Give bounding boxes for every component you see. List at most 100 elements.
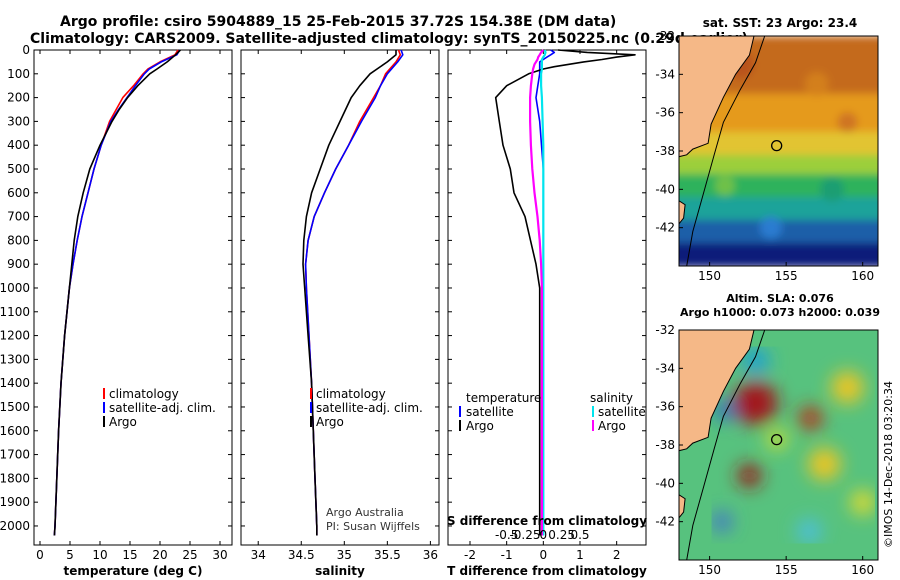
s-tick-label: 0.25: [548, 528, 575, 542]
legend-label: Argo: [109, 415, 137, 429]
shelf-contour: [686, 36, 766, 266]
series-argo: [53, 49, 181, 536]
sst-map: -32 -34 -36 -38 -40 -42 150 155 160: [655, 29, 879, 283]
sla-eddy: [766, 429, 787, 450]
sla-eddy: [831, 371, 864, 404]
x-tick-label: 0: [36, 548, 44, 562]
shelf-contour: [686, 330, 766, 560]
sla-map-title-2: Argo h1000: 0.073 h2000: 0.039: [680, 306, 880, 319]
y-tick-label: 1400: [0, 376, 30, 390]
lat-tick-label: -42: [655, 221, 675, 235]
s-axis-label: S difference from climatology: [447, 514, 647, 528]
series-argo: [302, 50, 397, 536]
y-tick-label: 1700: [0, 448, 30, 462]
x-tick-label: 20: [152, 548, 167, 562]
x-axis-label: temperature (deg C): [64, 564, 203, 578]
x-tick-label: 25: [182, 548, 197, 562]
y-tick-label: 600: [7, 186, 30, 200]
x-tick-label: 1: [576, 548, 584, 562]
x-tick-label: 35: [337, 548, 352, 562]
sla-eddy: [741, 346, 770, 375]
y-tick-label: 1300: [0, 352, 30, 366]
sla-eddy: [797, 519, 822, 544]
sst-map-title: sat. SST: 23 Argo: 23.4: [703, 16, 857, 30]
land-mainland: [679, 36, 755, 158]
legend-label: satellite-adj. clim.: [316, 401, 423, 415]
y-tick-label: 700: [7, 210, 30, 224]
land-mainland: [679, 330, 755, 452]
y-tick-label: 200: [7, 91, 30, 105]
plot-frame: [240, 49, 440, 546]
legend-s-title: salinity: [590, 391, 633, 405]
header-line1: Argo profile: csiro 5904889_15 25-Feb-20…: [60, 14, 616, 30]
y-tick-label: 1200: [0, 329, 30, 343]
temperature-panel: 0100200300400500600700800900100011001200…: [0, 43, 233, 578]
series-t-satellite: [535, 49, 556, 536]
series-t-argo: [494, 49, 636, 536]
lat-tick-label: -36: [655, 400, 675, 414]
sst-patch: [759, 216, 782, 239]
sla-eddies: [711, 346, 875, 544]
s-tick-label: 0.5: [570, 528, 589, 542]
sla-eddy: [798, 406, 823, 431]
series-s-satellite: [539, 49, 547, 536]
sst-band: [679, 243, 878, 266]
series-satellite-adj--clim-: [304, 49, 404, 536]
sla-eddy: [711, 511, 732, 532]
legend-label: satellite: [466, 405, 514, 419]
sst-band: [679, 154, 878, 175]
lat-tick-label: -40: [655, 182, 675, 196]
legend-label: Argo: [316, 415, 344, 429]
y-tick-label: 2000: [0, 519, 30, 533]
land-tasmania: [679, 494, 686, 519]
lat-tick-label: -38: [655, 438, 675, 452]
y-tick-label: 0: [22, 43, 30, 57]
sst-band: [679, 174, 878, 198]
x-tick-label: 34: [251, 548, 266, 562]
legend-label: satellite: [598, 405, 646, 419]
sst-patch: [804, 71, 829, 96]
difference-panel: -2 -1 0 1 2 T difference from climatology -0.5…: [447, 49, 647, 578]
float-marker: [771, 433, 783, 446]
y-tick-label: 500: [7, 162, 30, 176]
imos-stamp: ©IMOS 14-Dec-2018 03:20:34: [882, 381, 895, 548]
salinity-panel: 34 34.5 35 35.5 36 salinity climatologysatelli…: [240, 49, 440, 578]
series-satellite-adj--clim-: [53, 49, 181, 536]
legend-label: climatology: [316, 387, 386, 401]
sla-map-title-1: Altim. SLA: 0.076: [726, 292, 834, 305]
lat-tick-label: -38: [655, 144, 675, 158]
y-tick-label: 800: [7, 233, 30, 247]
s-tick-label: -0.25: [509, 528, 540, 542]
sst-patch: [714, 175, 735, 196]
legend-label: Argo: [466, 419, 494, 433]
lon-tick-label: 160: [851, 563, 874, 577]
lat-tick-label: -32: [655, 323, 675, 337]
lat-tick-label: -36: [655, 106, 675, 120]
x-tick-label: 15: [122, 548, 137, 562]
sla-map: -32 -34 -36 -38 -40 -42 150 155 160: [655, 323, 879, 577]
sla-eddy: [733, 380, 778, 425]
lon-tick-label: 150: [698, 269, 721, 283]
s-tick-label: 0: [540, 528, 548, 542]
y-tick-label: 1000: [0, 281, 30, 295]
lat-tick-label: -40: [655, 476, 675, 490]
x-tick-label: 30: [212, 548, 227, 562]
sst-band: [679, 131, 878, 156]
lon-tick-label: 160: [851, 269, 874, 283]
sla-eddy: [850, 490, 875, 515]
lat-tick-label: -42: [655, 515, 675, 529]
x-axis-label: salinity: [315, 564, 365, 578]
legend-label: climatology: [109, 387, 179, 401]
x-tick-label: 36: [423, 548, 438, 562]
x-tick-label: 34.5: [288, 548, 315, 562]
y-tick-label: 900: [7, 257, 30, 271]
y-tick-label: 1600: [0, 424, 30, 438]
sla-eddy: [808, 448, 841, 481]
lon-tick-label: 150: [698, 563, 721, 577]
x-tick-label: 5: [66, 548, 74, 562]
credit-line-2: PI: Susan Wijffels: [326, 520, 420, 533]
x-tick-label: 2: [613, 548, 621, 562]
y-tick-label: 1500: [0, 400, 30, 414]
x-tick-label: 0: [540, 548, 548, 562]
